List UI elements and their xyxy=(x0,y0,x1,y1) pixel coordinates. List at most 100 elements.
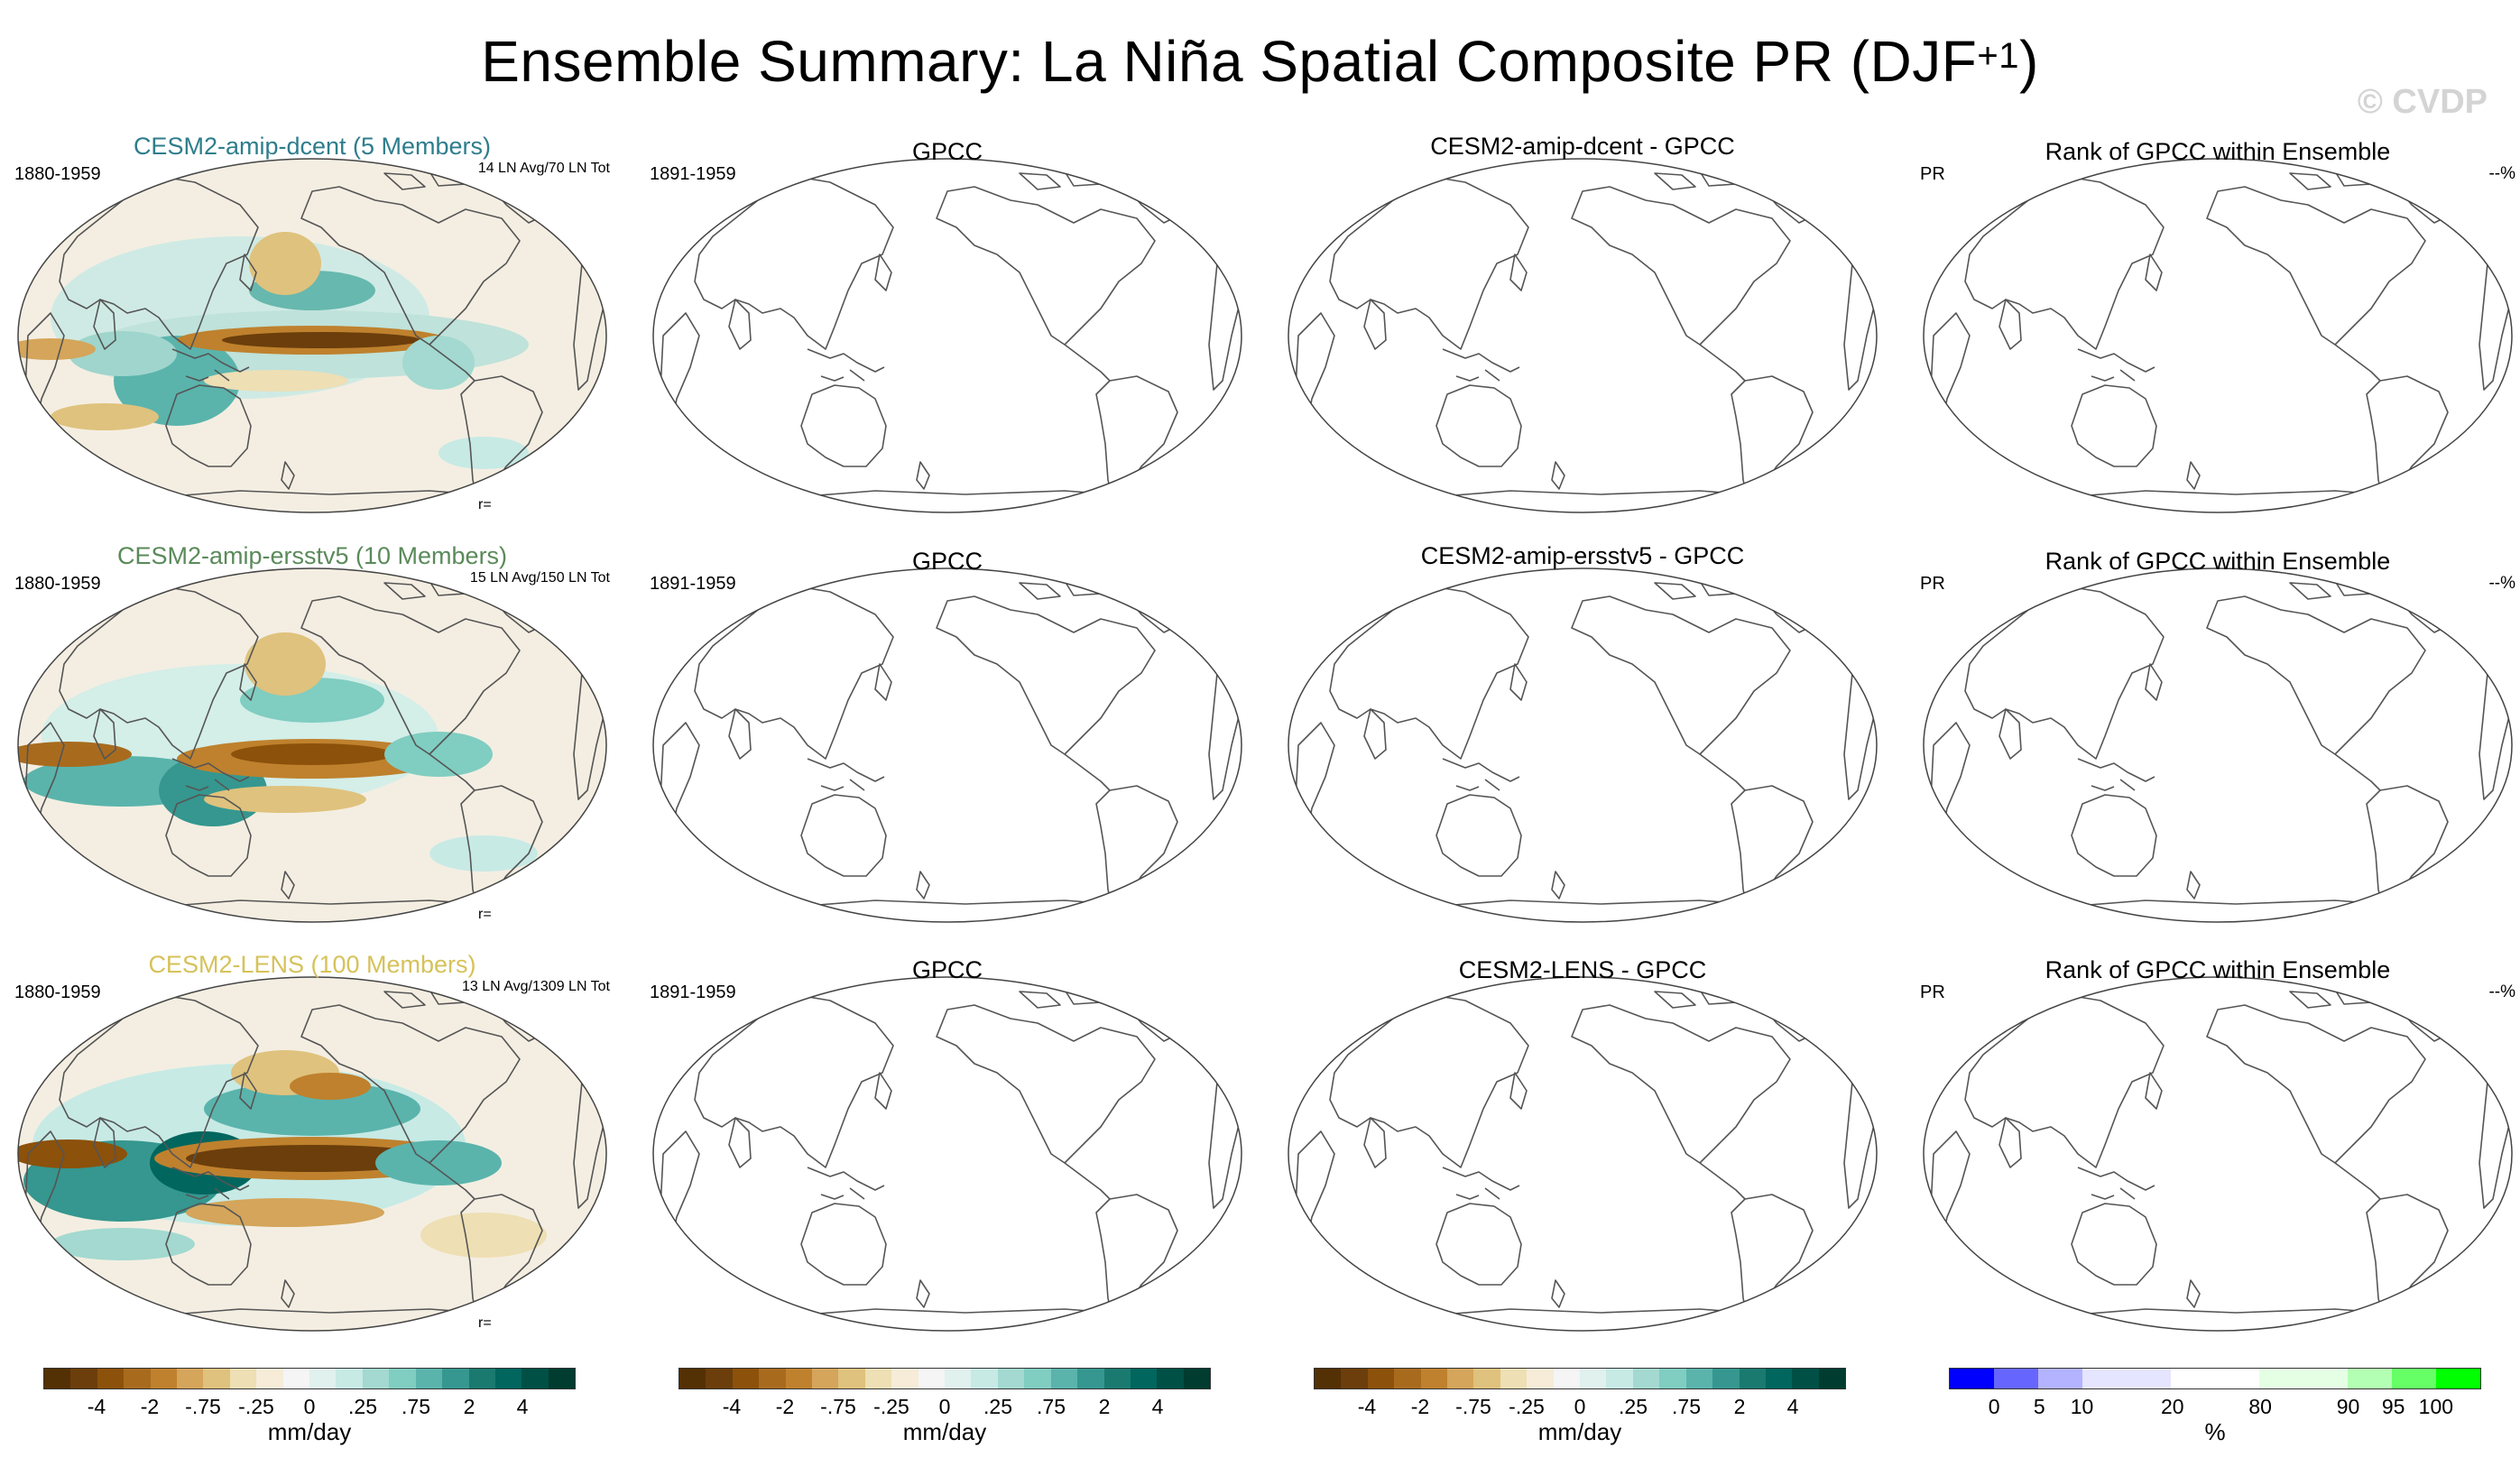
ensemble-mean-panel: CESM2-LENS (100 Members) 1880-1959 13 LN… xyxy=(14,950,610,1342)
colorbar-swatch xyxy=(1367,1369,1395,1388)
colorbar-tick-label: 0 xyxy=(303,1395,316,1418)
colorbar-swatch xyxy=(203,1369,230,1388)
rank-map xyxy=(1923,158,2513,513)
panel-title: GPCC xyxy=(911,956,983,983)
colorbar-swatch xyxy=(522,1369,549,1388)
figure-title: Ensemble Summary: La Niña Spatial Compos… xyxy=(481,29,2039,94)
variable-label: PR xyxy=(1920,982,1945,1002)
panel-title: Rank of GPCC within Ensemble xyxy=(2045,138,2391,165)
colorbar-swatch xyxy=(918,1369,946,1388)
colorbar-swatches xyxy=(1314,1368,1846,1389)
colorbar-tick-label: 0 xyxy=(938,1395,951,1418)
colorbar-swatch xyxy=(1606,1369,1633,1388)
colorbar-swatch xyxy=(971,1369,998,1388)
period-label: 1880-1959 xyxy=(14,574,101,594)
colorbar-unit-label: % xyxy=(2204,1418,2226,1445)
period-label: 1891-1959 xyxy=(650,982,736,1002)
rank-map xyxy=(1923,567,2513,923)
colorbar-tick-label: -.25 xyxy=(238,1395,274,1418)
colorbar-tick-label: 2 xyxy=(1098,1395,1111,1418)
colorbar-swatch xyxy=(1447,1369,1474,1388)
colorbar-swatch xyxy=(1818,1369,1846,1388)
colorbar-tick-label: 2 xyxy=(463,1395,475,1418)
colorbar-swatch xyxy=(2215,1369,2259,1388)
colorbar-tick-label: 4 xyxy=(516,1395,529,1418)
colorbar-swatch xyxy=(759,1369,786,1388)
colorbar-unit-label: mm/day xyxy=(902,1418,987,1445)
rank-panel: Rank of GPCC within Ensemble PR --% xyxy=(1920,950,2515,1342)
colorbar-tick-label: 2 xyxy=(1733,1395,1746,1418)
colorbar-swatch xyxy=(124,1369,151,1388)
percent-label: --% xyxy=(2488,982,2515,1001)
colorbar-swatch xyxy=(415,1369,443,1388)
colorbar-tick-label: -2 xyxy=(775,1395,795,1418)
difference-map xyxy=(1288,158,1878,513)
colorbar-swatch xyxy=(1394,1369,1421,1388)
rank-panel: Rank of GPCC within Ensemble PR --% xyxy=(1920,541,2515,934)
colorbar-swatches xyxy=(1949,1368,2481,1389)
colorbar-tick-label: -.75 xyxy=(820,1395,856,1418)
event-count-label: 14 LN Avg/70 LN Tot xyxy=(477,161,610,176)
colorbar-tick-label: 20 xyxy=(2161,1395,2184,1418)
panel-title: CESM2-amip-ersstv5 - GPCC xyxy=(1420,542,1745,569)
colorbar-tick-label: -.75 xyxy=(1455,1395,1491,1418)
ensemble-map xyxy=(17,567,607,923)
colorbar-swatch xyxy=(494,1369,522,1388)
colorbar-swatch xyxy=(468,1369,495,1388)
colorbar-swatch xyxy=(229,1369,257,1388)
colorbar-swatch xyxy=(732,1369,760,1388)
colorbar-tick-label: -2 xyxy=(140,1395,160,1418)
rank-map xyxy=(1923,976,2513,1332)
colorbar-swatch xyxy=(309,1369,337,1388)
colorbar-tick-label: .75 xyxy=(1672,1395,1701,1418)
colorbar-difference: -4 -2 -.75 -.25 0 .25 .75 2 4 mm/day xyxy=(1314,1368,1846,1449)
colorbar-swatch xyxy=(1765,1369,1793,1388)
colorbar-tick-label: 90 xyxy=(2336,1395,2360,1418)
panel-title: CESM2-amip-dcent (5 Members) xyxy=(133,133,492,160)
colorbar-swatch xyxy=(1553,1369,1581,1388)
colorbar-swatch xyxy=(389,1369,416,1388)
colorbar-swatch xyxy=(1077,1369,1104,1388)
ensemble-mean-panel: CESM2-amip-ersstv5 (10 Members) 1880-195… xyxy=(14,541,610,934)
colorbar-swatch xyxy=(1341,1369,1368,1388)
difference-panel: CESM2-amip-dcent - GPCC xyxy=(1285,132,1880,524)
colorbar-swatch xyxy=(838,1369,865,1388)
period-label: 1891-1959 xyxy=(650,574,736,594)
colorbar-unit-label: mm/day xyxy=(267,1418,352,1445)
colorbar-tick-label: 95 xyxy=(2381,1395,2405,1418)
colorbar-swatches xyxy=(43,1368,576,1389)
colorbar-swatch xyxy=(2436,1369,2480,1388)
panel-title: Rank of GPCC within Ensemble xyxy=(2045,956,2391,983)
colorbar-swatch xyxy=(1950,1369,1994,1388)
colorbar-swatch xyxy=(679,1369,706,1388)
colorbar-swatch xyxy=(785,1369,813,1388)
percent-label: --% xyxy=(2488,164,2515,183)
ensemble-map xyxy=(17,158,607,513)
colorbar-tick-label: -.25 xyxy=(1509,1395,1545,1418)
event-count-label: 15 LN Avg/150 LN Tot xyxy=(469,570,610,586)
period-label: 1880-1959 xyxy=(14,982,101,1002)
colorbar-tick-label: .25 xyxy=(348,1395,377,1418)
colorbar-tick-label: 80 xyxy=(2248,1395,2272,1418)
colorbar-swatch xyxy=(442,1369,469,1388)
colorbar-swatch xyxy=(1050,1369,1078,1388)
colorbar-tick-label: .25 xyxy=(1619,1395,1648,1418)
colorbar-tick-label: -2 xyxy=(1410,1395,1430,1418)
event-count-label: 13 LN Avg/1309 LN Tot xyxy=(462,979,610,994)
panel-title: CESM2-amip-dcent - GPCC xyxy=(1430,133,1735,160)
colorbar-tick-label: .25 xyxy=(983,1395,1012,1418)
colorbar-swatch xyxy=(282,1369,310,1388)
colorbar-swatch xyxy=(2303,1369,2348,1388)
colorbar-tick-label: -4 xyxy=(722,1395,742,1418)
colorbar-swatch xyxy=(548,1369,576,1388)
colorbar-rank: 0 5 10 20 80 90 95 100% xyxy=(1949,1368,2481,1449)
colorbar-swatch xyxy=(1183,1369,1211,1388)
colorbar-swatch xyxy=(44,1369,71,1388)
colorbar-tick-label: 100 xyxy=(2418,1395,2454,1418)
colorbar-tick-label: 4 xyxy=(1786,1395,1799,1418)
colorbar-tick-label: -.25 xyxy=(873,1395,909,1418)
colorbar-swatch xyxy=(997,1369,1025,1388)
colorbar-swatch xyxy=(945,1369,972,1388)
colorbar-swatch xyxy=(1157,1369,1184,1388)
difference-panel: CESM2-LENS - GPCC xyxy=(1285,950,1880,1342)
